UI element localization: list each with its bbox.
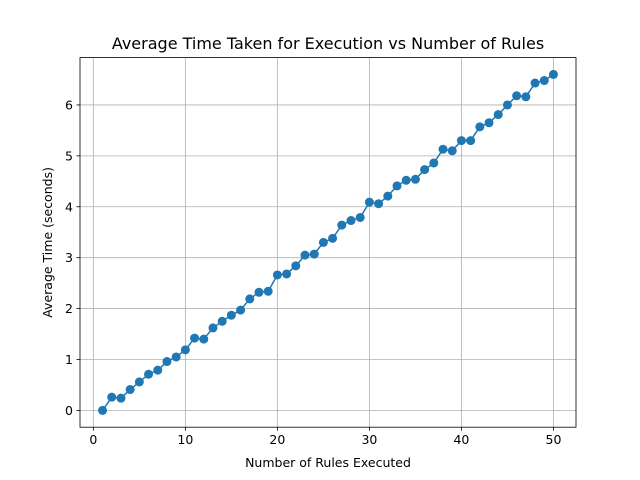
x-tick-label: 40 [453, 432, 469, 447]
data-point [180, 345, 190, 355]
y-tick-label: 5 [65, 148, 73, 163]
data-point [254, 287, 264, 297]
data-point [309, 249, 319, 259]
data-point [438, 144, 448, 154]
data-point [484, 118, 494, 128]
data-point [272, 270, 282, 280]
data-point [466, 136, 476, 146]
data-point [456, 136, 466, 146]
y-tick-label: 1 [65, 352, 73, 367]
y-tick-label: 4 [65, 199, 73, 214]
data-point [337, 220, 347, 230]
data-point [236, 305, 246, 315]
x-tick-label: 20 [269, 432, 285, 447]
chart-title: Average Time Taken for Execution vs Numb… [112, 34, 544, 53]
x-tick-label: 30 [361, 432, 377, 447]
data-point [429, 158, 439, 168]
data-point [226, 310, 236, 320]
y-axis-label: Average Time (seconds) [40, 167, 55, 318]
data-point [318, 237, 328, 247]
data-point [530, 78, 540, 88]
y-tick-label: 2 [65, 301, 73, 316]
data-point [245, 294, 255, 304]
data-point [383, 191, 393, 201]
data-point [475, 122, 485, 132]
data-point [374, 199, 384, 209]
data-point [502, 100, 512, 110]
x-axis-label: Number of Rules Executed [245, 455, 411, 470]
data-point [548, 69, 558, 79]
y-tick-label: 0 [65, 403, 73, 418]
data-point [512, 91, 522, 101]
data-point [410, 174, 420, 184]
x-tick-label: 0 [89, 432, 97, 447]
data-point [521, 92, 531, 102]
data-point [171, 352, 181, 362]
data-point [162, 357, 172, 367]
data-point [134, 377, 144, 387]
data-point [282, 269, 292, 279]
y-tick-label: 6 [65, 97, 73, 112]
axis-ticks: 0 10 20 30 40 50 0 1 2 3 4 5 6 [65, 97, 561, 447]
data-point [98, 405, 108, 415]
data-point [364, 197, 374, 207]
x-tick-label: 50 [546, 432, 562, 447]
data-point [392, 181, 402, 191]
data-point [355, 212, 365, 222]
data-point [199, 334, 209, 344]
data-point [217, 316, 227, 326]
data-point [125, 385, 135, 395]
data-point [144, 369, 154, 379]
series [98, 69, 558, 415]
data-point [107, 392, 117, 402]
data-point [346, 216, 356, 226]
data-point [153, 365, 163, 375]
data-point [116, 393, 126, 403]
data-point [208, 323, 218, 333]
data-point [447, 146, 457, 156]
x-tick-label: 10 [177, 432, 193, 447]
data-point [328, 233, 338, 243]
plot-area-frame [79, 57, 577, 428]
data-point [420, 165, 430, 175]
data-point [300, 250, 310, 260]
data-point [493, 110, 503, 120]
data-point [401, 175, 411, 185]
data-point [263, 286, 273, 296]
data-point [291, 261, 301, 271]
grid [80, 57, 576, 428]
data-point [539, 76, 549, 86]
y-tick-label: 3 [65, 250, 73, 265]
data-point [190, 333, 200, 343]
